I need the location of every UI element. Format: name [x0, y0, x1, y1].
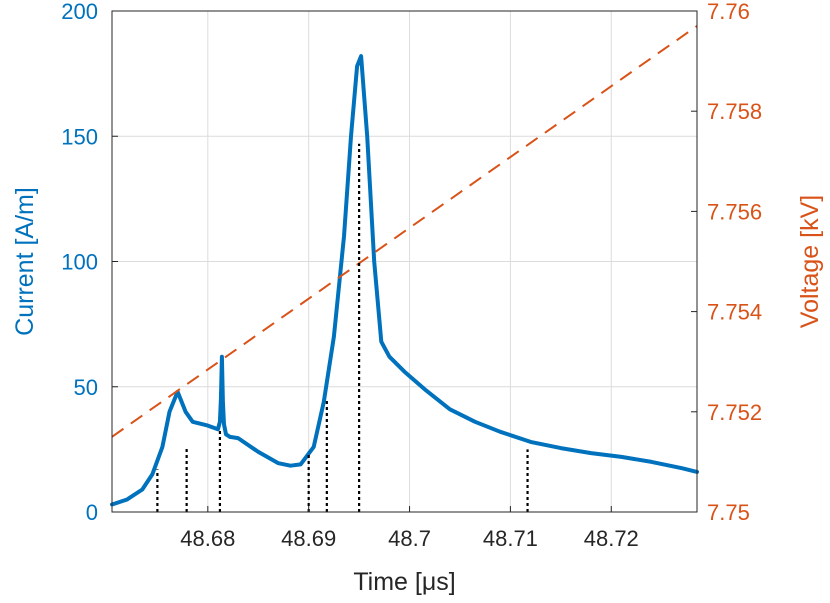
y-tick-label-left: 50 [74, 375, 98, 400]
x-tick-label: 48.69 [281, 526, 336, 551]
series-layer [110, 25, 699, 507]
y-tick-label-left: 0 [86, 500, 98, 525]
y-tick-label-right: 7.75 [707, 500, 750, 525]
y-tick-label-right: 7.756 [707, 199, 762, 224]
voltage-series-line [111, 25, 698, 438]
y-tick-label-right: 7.76 [707, 0, 750, 24]
y-tick-label-right: 7.754 [707, 300, 762, 325]
x-tick-label: 48.68 [180, 526, 235, 551]
y-axis-label-left: Current [A/m] [11, 187, 39, 336]
y-tick-label-right: 7.758 [707, 99, 762, 124]
y-tick-label-left: 100 [61, 250, 98, 275]
y-ticks-left: 0 50 100 150 200 [61, 0, 118, 525]
y-axis-label-right: Voltage [kV] [796, 195, 824, 328]
x-tick-label: 48.7 [388, 526, 431, 551]
x-ticks: 48.68 48.69 48.7 48.71 48.72 [180, 506, 639, 551]
y-tick-label-left: 150 [61, 124, 98, 149]
y-tick-label-left: 200 [61, 0, 98, 24]
x-axis-label: Time [μs] [353, 568, 455, 596]
x-tick-label: 48.71 [483, 526, 538, 551]
y-ticks-right: 7.75 7.752 7.754 7.756 7.758 7.76 [691, 0, 762, 525]
x-tick-label: 48.72 [584, 526, 639, 551]
y-tick-label-right: 7.752 [707, 400, 762, 425]
current-series-line [110, 54, 699, 507]
marker-lines [156, 143, 529, 512]
